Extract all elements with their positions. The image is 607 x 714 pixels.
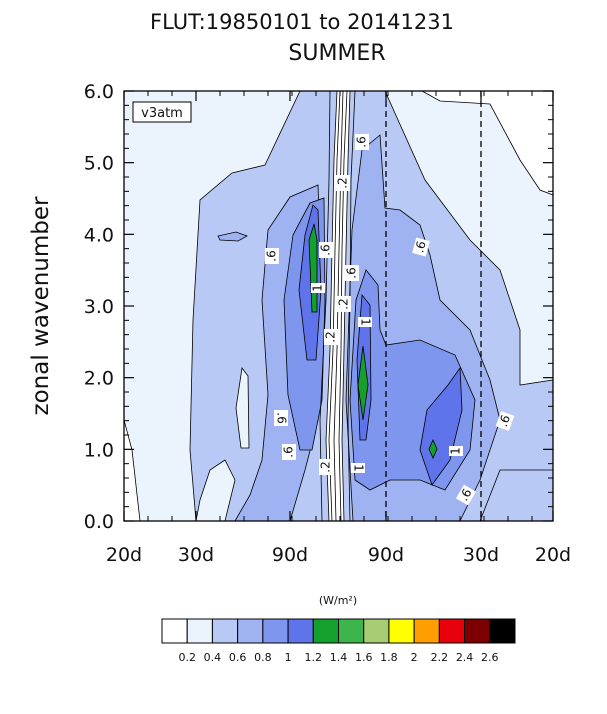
chart-title: FLUT:19850101 to 20141231 xyxy=(150,10,454,34)
region-level-0-6-island xyxy=(217,231,248,242)
legend-swatch xyxy=(388,618,415,644)
contour-label-bg xyxy=(311,283,325,293)
legend-swatch xyxy=(338,618,365,644)
contour-label-bg xyxy=(455,484,477,506)
legend-level-label: 2.6 xyxy=(481,651,499,664)
contour-label: .2 xyxy=(336,177,350,188)
y-axis-label: zonal wavenumber xyxy=(28,196,54,415)
legend-swatch xyxy=(413,618,440,644)
legend-level-label: 0.4 xyxy=(204,651,222,664)
contour-label-bg xyxy=(355,134,369,150)
contour-label: 1 xyxy=(311,284,325,292)
contour-label: .6 xyxy=(265,250,279,261)
contour-label: 1 xyxy=(352,464,366,472)
x-axis: 20d 30d 90d 90d 30d 20d xyxy=(106,91,571,566)
contour-label-bg xyxy=(412,237,430,257)
x-tick-label: 90d xyxy=(272,544,308,566)
contour-label-bg xyxy=(351,463,365,473)
contour-label: .6 xyxy=(345,267,359,278)
contour-label-bg xyxy=(282,444,296,460)
x-tick-label: 20d xyxy=(535,544,571,566)
contour-label: .6 xyxy=(496,413,513,429)
contour-label-bg xyxy=(336,175,350,191)
experiment-label-frame xyxy=(132,101,192,123)
contour-label: .2 xyxy=(319,461,333,472)
color-legend: 0.2 0.4 0.6 0.8 1 1.2 1.4 1.6 1.8 2 2.2 2.4 2.6 xyxy=(161,618,516,664)
y-tick-label: 1.0 xyxy=(84,439,114,461)
legend-level-label: 0.8 xyxy=(254,651,272,664)
y-tick-label: 5.0 xyxy=(84,153,114,175)
x-tick-label: 30d xyxy=(463,544,499,566)
contour-label: .2 xyxy=(337,298,351,309)
contour-label: 1 xyxy=(449,447,463,455)
contour-label-bg xyxy=(337,296,351,312)
y-tick-label: 6.0 xyxy=(84,81,114,103)
contour-labels: .6 .2 .6 .6 1 .6 .2 .2 1 .6 .6 .6 .2 1 1… xyxy=(265,134,515,506)
contour-left-edge xyxy=(319,90,331,522)
legend-swatch xyxy=(237,618,264,644)
contour-label-bg xyxy=(345,265,359,281)
legend-units: (W/m²) xyxy=(319,594,357,607)
legend-swatch xyxy=(287,618,314,644)
contour-label-bg xyxy=(358,317,372,327)
contour-label-bg xyxy=(495,411,515,431)
y-tick-label: 3.0 xyxy=(84,296,114,318)
legend-swatch xyxy=(438,618,466,644)
legend-swatch xyxy=(211,618,239,644)
contour-label: .6 xyxy=(282,446,296,457)
legend-swatch xyxy=(262,618,289,644)
y-axis: 0.0 1.0 2.0 3.0 4.0 5.0 6.0 xyxy=(84,81,553,533)
x-tick-label: 90d xyxy=(368,544,404,566)
contour-label-bg xyxy=(319,459,333,475)
legend-level-label: 1.8 xyxy=(380,651,398,664)
experiment-label-box: v3atm xyxy=(132,101,192,123)
contour-label: .6 xyxy=(412,240,428,255)
y-tick-label: 4.0 xyxy=(84,224,114,246)
contour-label: 1 xyxy=(359,318,373,326)
region-level-1-2-right xyxy=(357,345,369,421)
y-tick-label: 2.0 xyxy=(84,368,114,390)
legend-level-label: 2 xyxy=(411,651,418,664)
chart-subtitle: SUMMER xyxy=(288,41,385,66)
legend-level-label: 2.4 xyxy=(456,651,474,664)
legend-level-label: 2.2 xyxy=(431,651,449,664)
contour-label-bg xyxy=(319,242,333,258)
x-tick-label: 20d xyxy=(106,544,142,566)
contour-label-bg xyxy=(274,410,288,426)
legend-level-label: 0.2 xyxy=(178,651,196,664)
experiment-label: v3atm xyxy=(141,106,183,121)
legend-level-label: 1.2 xyxy=(305,651,323,664)
y-tick-label: 0.0 xyxy=(84,511,114,533)
contour-label: .6 xyxy=(319,244,333,255)
legend-swatch xyxy=(464,618,491,644)
legend-swatch xyxy=(489,618,516,644)
legend-swatch xyxy=(161,618,188,644)
legend-level-label: 0.6 xyxy=(229,651,247,664)
contour-label-bg xyxy=(324,329,338,345)
contour-label-bg xyxy=(265,248,279,264)
region-level-1-2-small xyxy=(428,439,438,459)
legend-level-label: 1 xyxy=(285,651,292,664)
contour-core-0-4-left xyxy=(328,90,341,522)
contour-label: .6 xyxy=(355,136,369,147)
contour-label: .6 xyxy=(275,412,289,423)
contour-label: .2 xyxy=(324,331,338,342)
legend-swatch xyxy=(312,618,339,644)
x-tick-label: 30d xyxy=(178,544,214,566)
legend-level-label: 1.6 xyxy=(355,651,373,664)
contour-label-bg xyxy=(449,446,463,456)
legend-level-label: 1.4 xyxy=(330,651,348,664)
legend-swatch xyxy=(363,618,390,644)
legend-swatch xyxy=(186,618,213,644)
region-hole-left xyxy=(235,366,250,449)
